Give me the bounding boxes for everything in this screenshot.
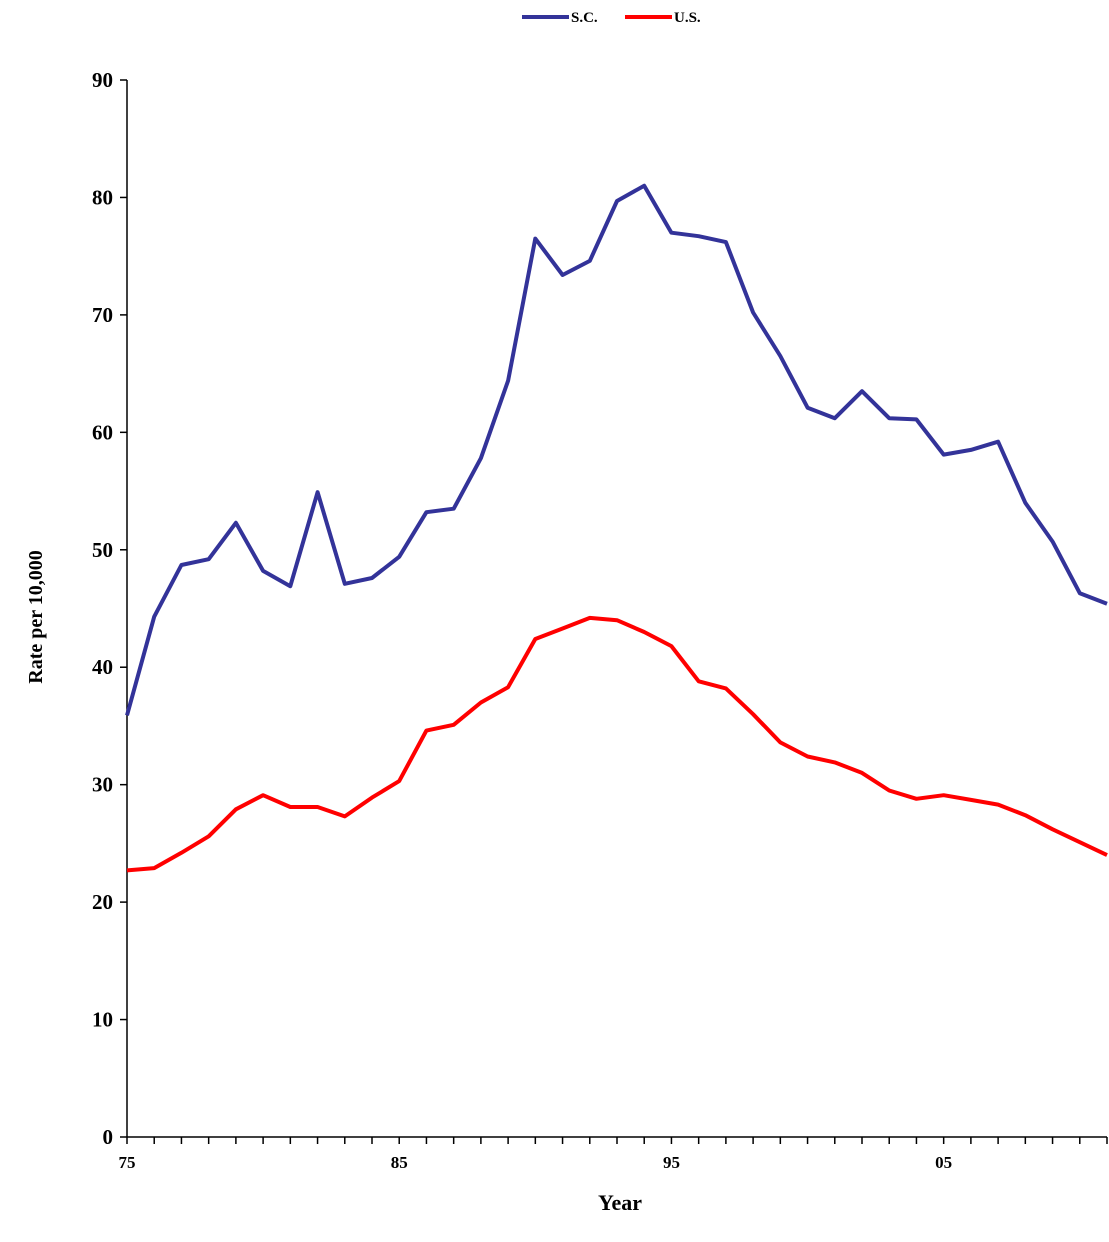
x-tick-label: 95 — [663, 1153, 680, 1172]
x-tick-label: 05 — [935, 1153, 952, 1172]
x-tick-label: 75 — [119, 1153, 136, 1172]
y-tick-label: 90 — [92, 68, 113, 92]
y-tick-label: 50 — [92, 538, 113, 562]
legend-label-s-c: S.C. — [571, 10, 598, 26]
x-tick-label: 85 — [391, 1153, 408, 1172]
series-line-u-s — [126, 615, 1108, 873]
y-tick-label: 0 — [103, 1125, 114, 1149]
x-axis-title: Year — [598, 1190, 642, 1215]
y-tick-label: 40 — [92, 655, 113, 679]
series-layer — [125, 183, 1108, 873]
y-tick-label: 10 — [92, 1008, 113, 1032]
y-axis: 0 10 20 30 40 50 60 70 80 90 — [92, 68, 128, 1149]
y-tick-label: 30 — [92, 773, 113, 797]
y-tick-label: 70 — [92, 303, 113, 327]
x-axis: 75 85 95 05 — [119, 1136, 1108, 1172]
y-axis-title: Rate per 10,000 — [25, 550, 47, 684]
legend: S.C. U.S. — [522, 10, 701, 26]
legend-label-u-s: U.S. — [674, 10, 701, 26]
y-tick-label: 60 — [92, 420, 113, 444]
series-line-s-c — [125, 183, 1108, 716]
y-tick-label: 80 — [92, 185, 113, 209]
y-tick-label: 20 — [92, 890, 113, 914]
